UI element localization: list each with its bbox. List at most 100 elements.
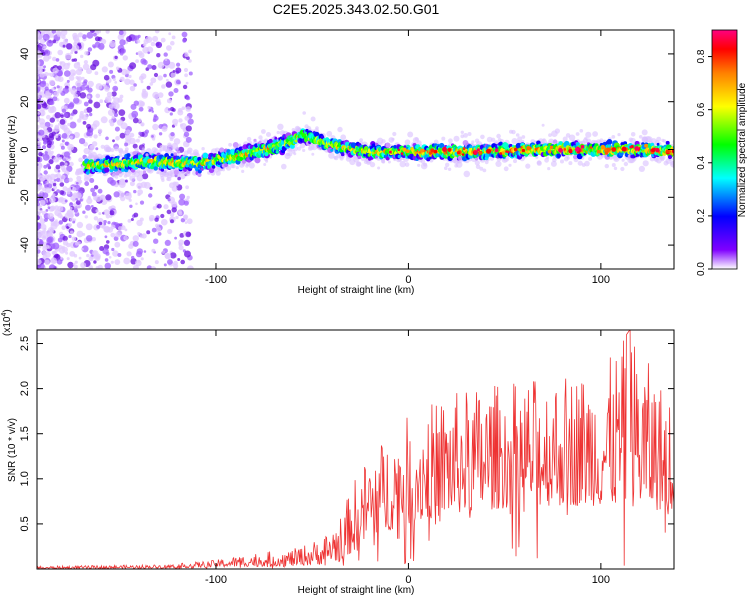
noise-point <box>161 250 166 254</box>
heatmap-ylabel: Frequency (Hz) <box>7 116 18 185</box>
haze-point <box>281 163 287 170</box>
noise-point <box>51 30 56 34</box>
haze-point <box>337 126 343 133</box>
noise-point <box>137 34 141 39</box>
ridge-point <box>385 142 391 148</box>
noise-point <box>110 260 114 264</box>
noise-point <box>129 62 137 70</box>
noise-point <box>84 172 92 180</box>
haze-point <box>562 136 568 142</box>
noise-point <box>87 47 93 52</box>
noise-point <box>69 202 73 205</box>
noise-point <box>53 156 60 163</box>
ridge-point <box>132 151 138 156</box>
noise-point <box>56 119 60 122</box>
noise-point <box>148 109 152 113</box>
noise-point <box>58 156 62 161</box>
haze-point <box>258 135 263 140</box>
noise-point <box>49 79 55 86</box>
haze-point <box>381 139 386 144</box>
noise-point <box>89 112 93 117</box>
noise-point <box>41 102 48 109</box>
noise-point <box>117 226 123 231</box>
haze-point <box>460 130 464 134</box>
hot-point <box>478 151 482 155</box>
haze-point <box>414 137 419 142</box>
noise-point <box>184 52 189 58</box>
noise-point <box>173 88 179 93</box>
hot-point <box>547 149 552 154</box>
noise-point <box>163 73 167 78</box>
noise-point <box>93 185 99 190</box>
noise-point <box>40 112 45 117</box>
noise-point <box>57 169 61 173</box>
noise-point <box>87 80 94 88</box>
noise-point <box>137 232 141 236</box>
noise-point <box>161 84 166 89</box>
noise-point <box>92 120 100 128</box>
haze-point <box>399 160 406 168</box>
noise-point <box>132 235 139 242</box>
noise-point <box>37 95 40 100</box>
noise-point <box>53 91 59 97</box>
haze-point <box>417 163 421 167</box>
haze-point <box>448 138 453 144</box>
noise-point <box>60 145 65 150</box>
noise-point <box>166 98 172 104</box>
ridge-point <box>109 168 114 173</box>
noise-point <box>181 31 188 38</box>
ridge-point <box>330 148 334 152</box>
snr-ytick-label: 0.5 <box>19 516 31 531</box>
noise-point <box>39 205 42 208</box>
noise-point <box>185 136 192 143</box>
noise-point <box>179 233 185 238</box>
noise-point <box>94 36 101 42</box>
haze-point <box>302 111 307 115</box>
noise-point <box>37 249 41 254</box>
ridge-point <box>224 163 229 168</box>
snr-xtick-label: 100 <box>592 574 610 586</box>
ridge-point <box>576 153 583 160</box>
ridge-point <box>160 168 165 172</box>
noise-point <box>57 76 64 83</box>
hot-point <box>456 151 461 155</box>
noise-point <box>118 109 126 116</box>
noise-point <box>85 204 91 211</box>
haze-point <box>181 170 185 175</box>
noise-point <box>167 198 171 202</box>
haze-point <box>463 133 468 138</box>
noise-point <box>174 236 178 240</box>
haze-point <box>201 147 205 151</box>
noise-point <box>59 123 66 130</box>
noise-point <box>137 189 144 195</box>
noise-point <box>70 230 74 235</box>
ridge-point <box>148 154 153 158</box>
haze-point <box>525 163 531 169</box>
noise-point <box>96 224 101 229</box>
noise-point <box>103 74 110 81</box>
haze-point <box>541 123 545 127</box>
noise-point <box>86 253 90 258</box>
noise-point <box>151 248 156 253</box>
noise-point <box>89 128 94 132</box>
haze-point <box>588 156 593 161</box>
haze-point <box>617 133 621 137</box>
haze-point <box>226 165 232 171</box>
snr-multiplier: (x104) <box>1 309 13 336</box>
haze-point <box>577 160 583 166</box>
noise-point <box>83 60 88 65</box>
haze-point <box>536 160 542 166</box>
noise-point <box>71 236 77 241</box>
noise-point <box>109 40 116 48</box>
hot-point <box>420 148 425 153</box>
noise-point <box>49 180 54 185</box>
noise-point <box>49 100 55 106</box>
noise-point <box>72 44 80 52</box>
noise-point <box>185 125 192 132</box>
ridge-point <box>457 155 463 161</box>
haze-point <box>339 156 344 161</box>
haze-point <box>228 142 233 147</box>
haze-point <box>214 147 220 153</box>
noise-point <box>64 70 71 77</box>
haze-point <box>310 116 316 122</box>
